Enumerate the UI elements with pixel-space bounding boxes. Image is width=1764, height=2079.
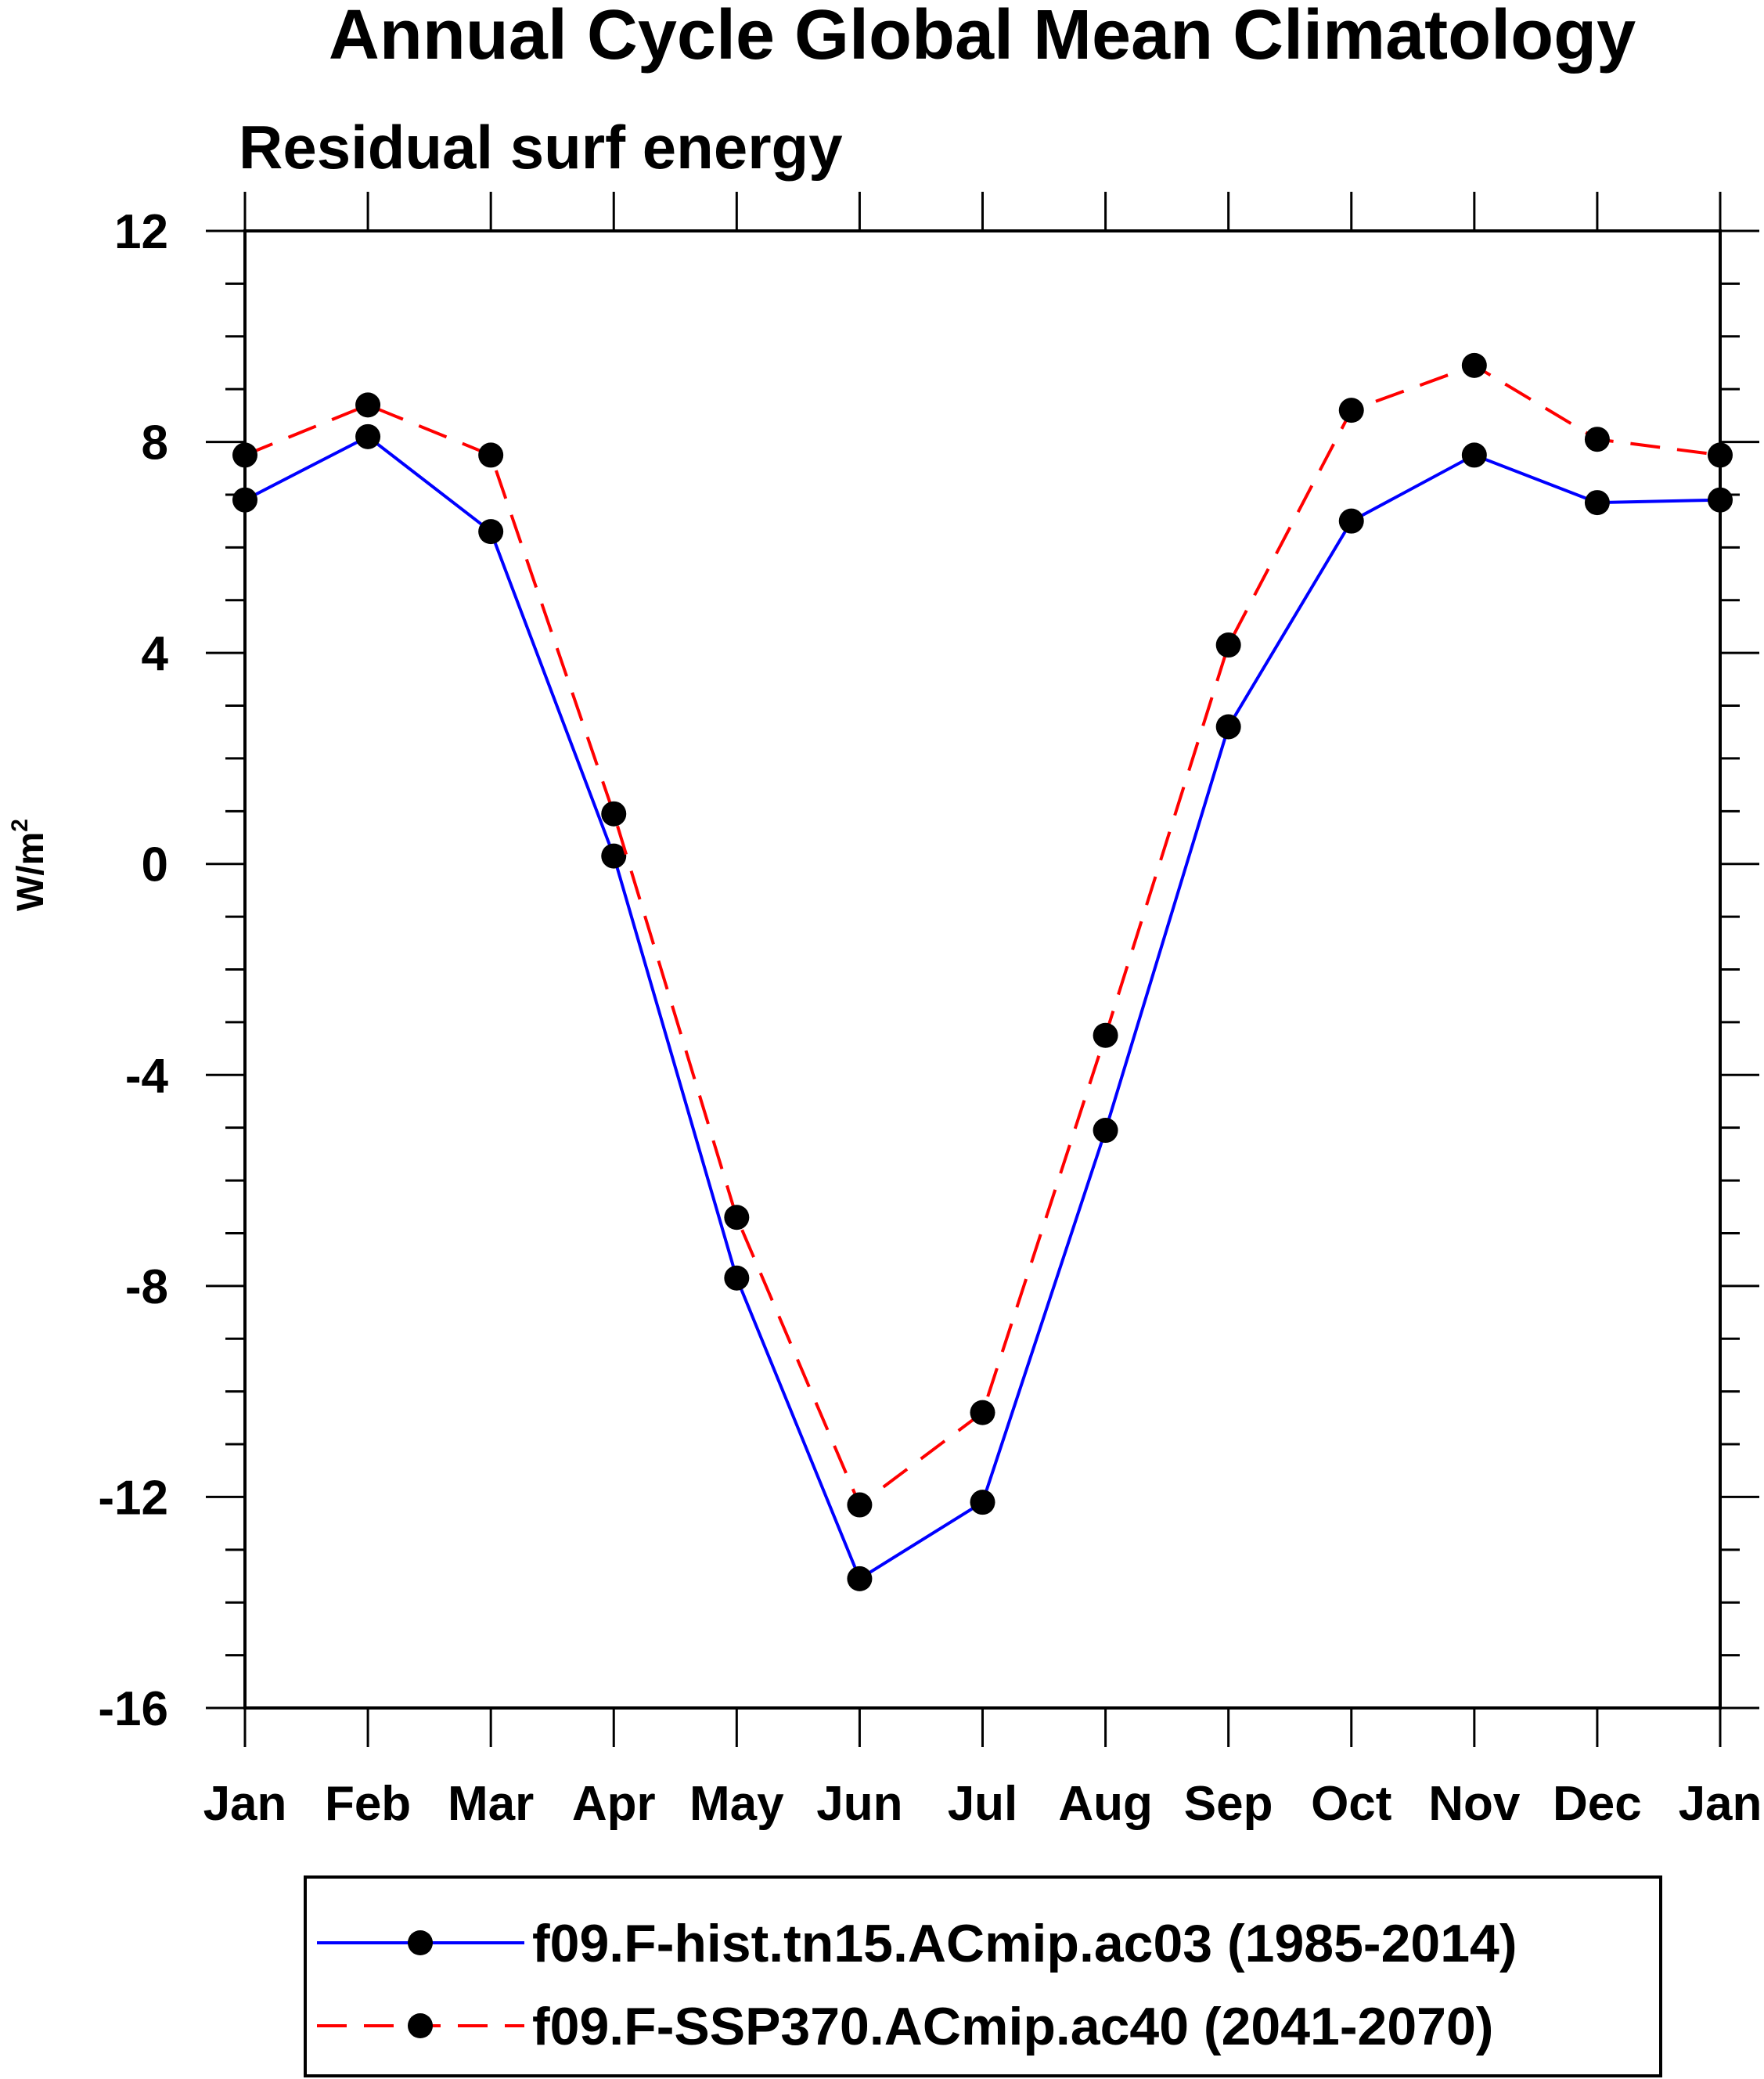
data-point [478,442,504,468]
y-axis-label-superscript: 2 [7,819,33,832]
data-point [355,392,381,418]
data-point [1584,427,1610,452]
x-tick-label: Oct [1311,1777,1391,1831]
y-tick-label: 12 [114,205,168,259]
x-tick-label: Sep [1184,1777,1273,1831]
y-axis-label-unit: W/m [10,832,52,911]
series-layer [232,352,1733,1591]
y-tick-label: -4 [125,1049,169,1103]
data-point [724,1205,750,1230]
data-point [1093,1022,1118,1048]
x-tick-label: Jul [948,1777,1018,1831]
data-point [1093,1118,1118,1144]
y-axis-label: W/m2 [7,819,52,911]
x-tick-label: Feb [325,1777,411,1831]
data-point [478,519,504,545]
x-tick-label: May [689,1777,784,1831]
y-tick-label: 0 [142,838,168,892]
data-point [970,1400,995,1425]
y-tick-label: -16 [98,1682,168,1736]
data-point [1338,398,1364,423]
data-point [1708,487,1733,513]
data-point [1461,442,1487,468]
y-tick-label: 4 [142,627,169,681]
legend-box [304,1875,1662,2077]
data-point [1215,632,1241,658]
legend: f09.F-hist.tn15.ACmip.ac03 (1985-2014) f0… [304,1875,1662,2077]
data-point [355,423,381,449]
x-tick-label: Nov [1428,1777,1521,1831]
x-tick-labels: Jan Feb Mar Apr May Jun Jul Aug Sep Oct Nov Dec Jan [203,1777,1762,1831]
y-tick-label: -8 [125,1260,168,1314]
plot-axes [206,192,1759,1747]
data-point [601,801,627,827]
legend-entry-2: f09.F-SSP370.ACmip.ac40 (2041-2070) [317,1997,1493,2056]
chart-subtitle: Residual surf energy [239,113,843,182]
data-point [847,1492,873,1518]
series-1 [232,423,1733,1591]
data-point [232,442,257,468]
series-line-2 [244,363,1721,1508]
x-tick-label: Mar [448,1777,534,1831]
data-point [601,843,627,869]
series-2 [232,352,1733,1518]
y-tick-labels: -16 -12 -8 -4 0 4 8 12 [98,205,168,1736]
x-tick-label: Aug [1058,1777,1153,1831]
x-tick-label: Jan [1679,1777,1762,1831]
legend-marker [408,1930,433,1955]
data-point [724,1265,750,1291]
legend-entry-1: f09.F-hist.tn15.ACmip.ac03 (1985-2014) [317,1914,1517,1973]
data-point [970,1490,995,1515]
x-tick-label: Jan [203,1777,287,1831]
data-point [232,487,257,513]
plot-frame [243,229,1722,1710]
data-point [847,1566,873,1591]
legend-marker [408,2013,433,2038]
data-point [1461,352,1487,378]
data-point [1338,508,1364,534]
data-point [1708,442,1733,468]
x-tick-label: Jun [816,1777,902,1831]
legend-label: f09.F-SSP370.ACmip.ac40 (2041-2070) [532,1997,1493,2056]
x-tick-label: Apr [572,1777,656,1831]
legend-items: f09.F-hist.tn15.ACmip.ac03 (1985-2014) f0… [317,1914,1517,2056]
y-tick-label: 8 [142,416,168,470]
y-tick-label: -12 [98,1471,168,1525]
data-point [1215,714,1241,740]
chart-title: Annual Cycle Global Mean Climatology [329,0,1636,74]
x-tick-label: Dec [1553,1777,1642,1831]
data-point [1584,490,1610,516]
legend-label: f09.F-hist.tn15.ACmip.ac03 (1985-2014) [532,1914,1517,1973]
